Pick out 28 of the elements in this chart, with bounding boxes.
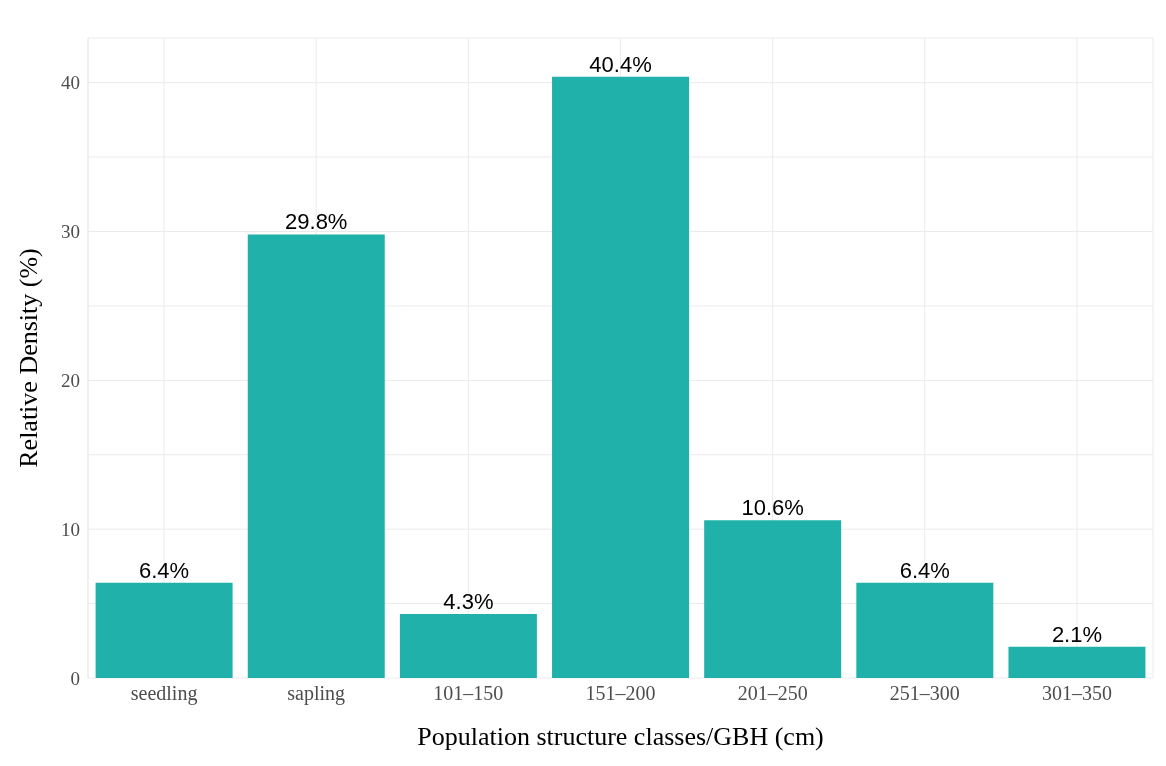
y-tick-label: 30	[61, 221, 80, 243]
bar	[247, 234, 385, 678]
x-tick-label: sapling	[287, 682, 346, 706]
y-tick-label: 10	[61, 518, 80, 540]
y-tick-label: 40	[61, 72, 80, 94]
bar	[552, 76, 690, 678]
data-label: 29.8%	[285, 209, 348, 235]
x-axis-title: Population structure classes/GBH (cm)	[417, 722, 824, 751]
x-tick-label: 251–300	[889, 682, 960, 705]
bar	[399, 614, 537, 678]
data-label: 2.1%	[1051, 621, 1103, 647]
y-axis-title: Relative Density (%)	[14, 248, 44, 468]
data-label: 10.6%	[741, 495, 804, 521]
x-tick-label: 301–350	[1041, 682, 1112, 705]
bar	[95, 582, 233, 678]
data-label: 4.3%	[443, 589, 494, 614]
bar	[856, 582, 994, 678]
x-tick-label: 201–250	[737, 682, 808, 705]
bar	[1008, 646, 1146, 678]
x-tick-label: seedling	[130, 682, 198, 706]
y-tick-label: 0	[70, 667, 80, 689]
data-label: 6.4%	[139, 557, 190, 583]
x-tick-label: 151–200	[585, 682, 656, 705]
x-tick-label: 101–150	[433, 682, 504, 705]
data-label: 40.4%	[589, 51, 652, 77]
bar	[704, 520, 842, 678]
data-label: 6.4%	[899, 557, 950, 583]
y-tick-label: 20	[61, 370, 80, 392]
